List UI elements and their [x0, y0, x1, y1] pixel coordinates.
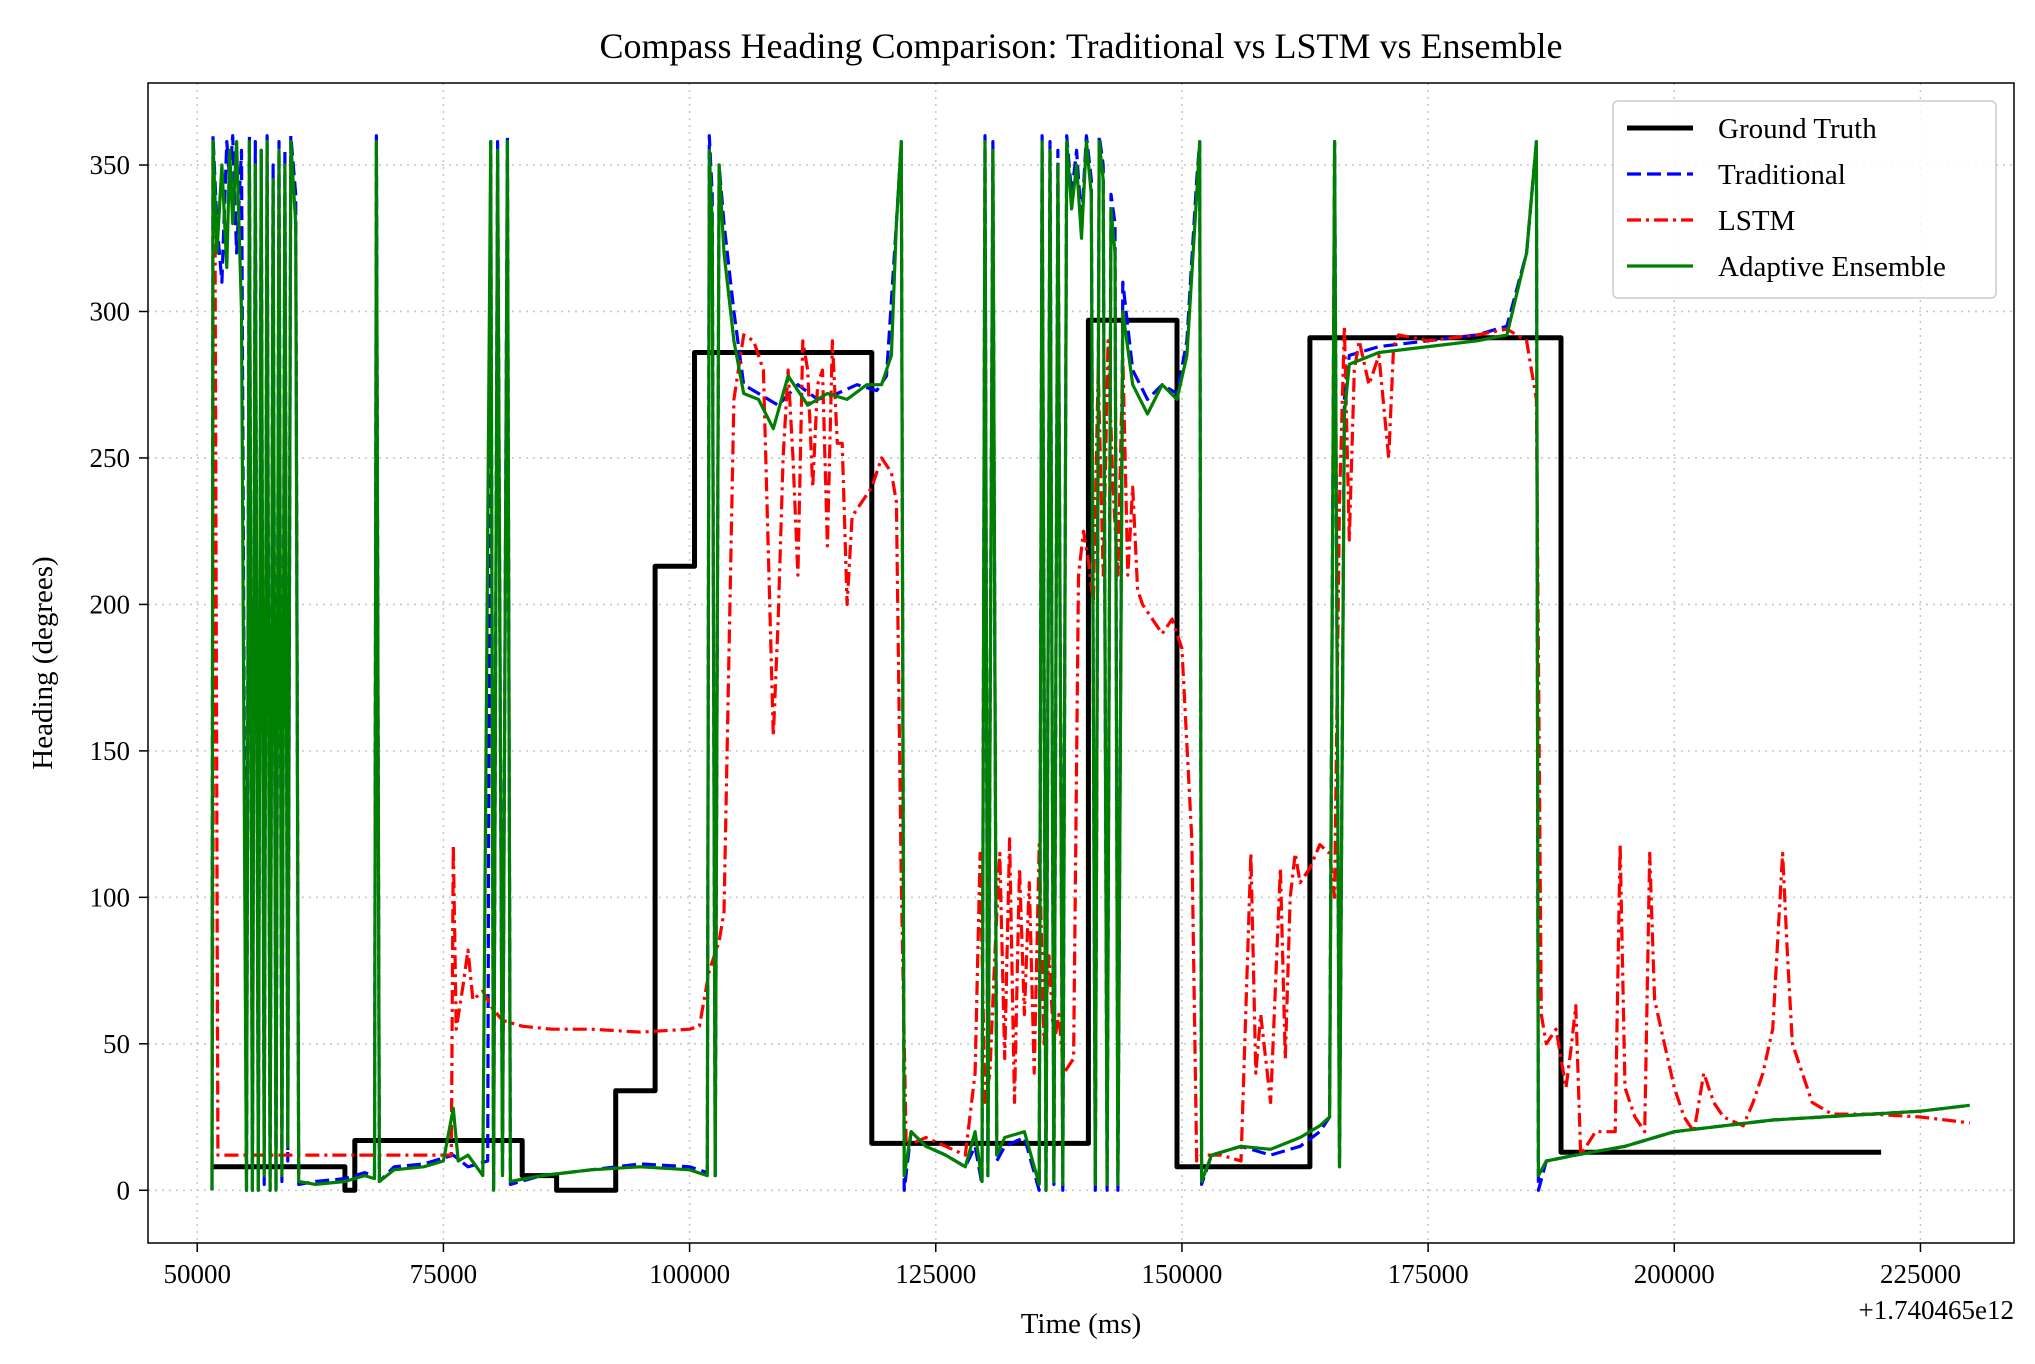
- x-tick-label: 100000: [649, 1259, 730, 1289]
- series-layer: [210, 134, 1970, 1193]
- series-line-adaptive-ensemble: [210, 140, 1970, 1192]
- x-tick-label: 200000: [1634, 1259, 1715, 1289]
- legend-label: Ground Truth: [1718, 113, 1877, 145]
- x-tick-label: 225000: [1880, 1259, 1961, 1289]
- y-tick-label: 50: [103, 1029, 130, 1059]
- x-tick-label: 175000: [1388, 1259, 1469, 1289]
- y-tick-label: 300: [90, 296, 131, 326]
- legend-label: LSTM: [1718, 205, 1795, 237]
- grid-layer: [148, 83, 2014, 1243]
- y-tick-label: 250: [90, 443, 131, 473]
- legend-label: Traditional: [1718, 159, 1846, 191]
- legend-items: Ground Truth Traditional LSTM Adaptive Ense…: [1627, 113, 1946, 283]
- y-tick-label: 0: [117, 1175, 131, 1205]
- y-tick-label: 150: [90, 736, 131, 766]
- y-tick-label: 200: [90, 589, 131, 619]
- x-offset-label: +1.740465e12: [1859, 1295, 2014, 1325]
- x-axis-label: Time (ms): [1021, 1308, 1142, 1340]
- tick-layer: 50000 75000 100000 125000 150000 175000 200000…: [90, 150, 1961, 1289]
- y-axis-label: Heading (degrees): [27, 556, 59, 769]
- x-tick-label: 50000: [163, 1259, 231, 1289]
- plot-frame: [147, 82, 2015, 1244]
- chart-title: Compass Heading Comparison: Traditional …: [600, 26, 1563, 66]
- x-tick-label: 75000: [410, 1259, 478, 1289]
- legend: Ground Truth Traditional LSTM Adaptive Ense…: [1612, 100, 1997, 299]
- y-tick-label: 350: [90, 150, 131, 180]
- x-tick-label: 125000: [895, 1259, 976, 1289]
- legend-label: Adaptive Ensemble: [1718, 251, 1946, 283]
- x-tick-label: 150000: [1141, 1259, 1222, 1289]
- legend-box: [1612, 100, 1997, 299]
- series-line-ground-truth: [212, 317, 1882, 1193]
- y-tick-label: 100: [90, 882, 131, 912]
